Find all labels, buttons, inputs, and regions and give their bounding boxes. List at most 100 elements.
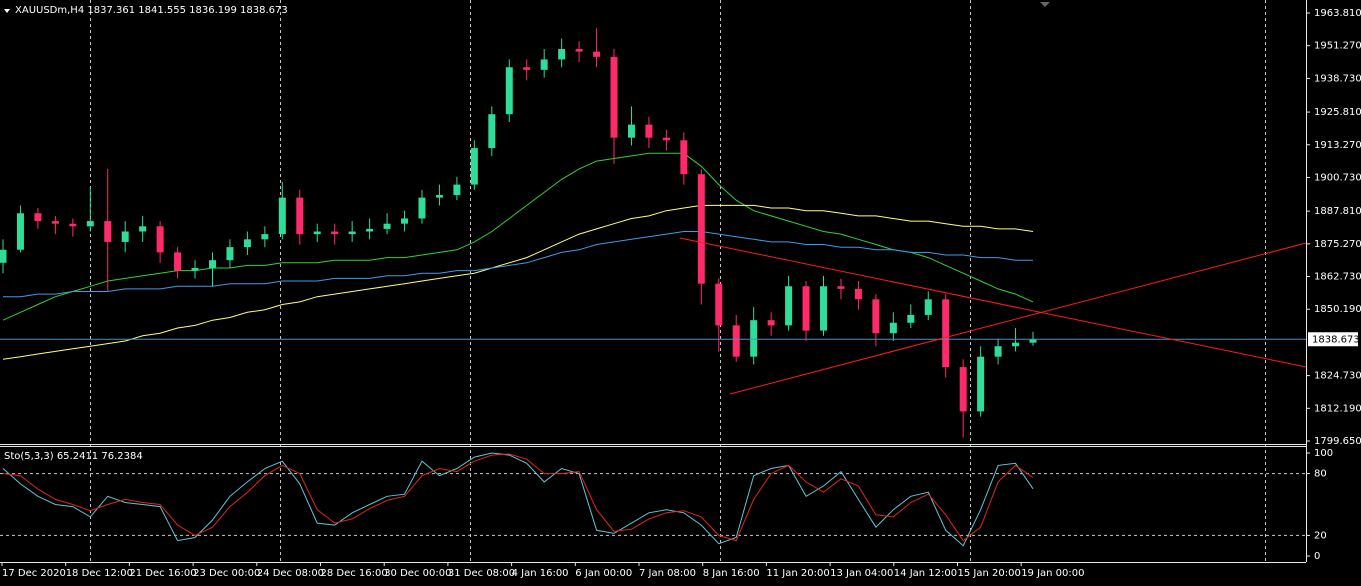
candle-body xyxy=(121,231,129,242)
candle-body xyxy=(802,286,810,331)
candle-body xyxy=(34,213,42,222)
x-tick-label: 7 Jan 08:00 xyxy=(639,568,696,579)
candle-body xyxy=(977,356,985,412)
candle-body xyxy=(156,226,164,253)
x-tick-label: 6 Jan 00:00 xyxy=(575,568,632,579)
shift-marker xyxy=(1040,2,1050,7)
candle-body xyxy=(104,221,112,242)
menu-arrow[interactable] xyxy=(4,9,10,13)
candle-body xyxy=(139,226,147,232)
x-tick-label: 8 Jan 16:00 xyxy=(703,568,760,579)
candle-body xyxy=(383,223,391,229)
price-panel xyxy=(0,28,1306,438)
y-tick-label: 1875.270 xyxy=(1314,239,1361,250)
current-price-box xyxy=(1308,332,1358,347)
candle-body xyxy=(994,346,1002,357)
moving-average xyxy=(2,152,1034,321)
y-tick-label: 100 xyxy=(1314,448,1333,459)
candle-body xyxy=(645,124,653,138)
candle-body xyxy=(750,320,758,357)
candle-body xyxy=(610,56,618,138)
candle-body xyxy=(872,299,880,334)
candle-body xyxy=(697,174,705,284)
candle-body xyxy=(453,184,461,196)
candle-body xyxy=(785,286,793,326)
candle-body xyxy=(924,299,932,315)
candle-body xyxy=(261,234,269,240)
candle-body xyxy=(593,51,601,57)
axes: 1963.810 1951.270 1938.730 1925.810 1913.270… xyxy=(1,8,1361,579)
x-tick-label: 31 Dec 08:00 xyxy=(448,568,515,579)
vertical-grid xyxy=(90,0,1266,562)
candle-body xyxy=(313,231,321,235)
candle-body xyxy=(662,137,670,141)
candle-body xyxy=(0,249,7,263)
y-tick-label: 20 xyxy=(1314,530,1327,541)
candle-body xyxy=(366,228,374,232)
candle-body xyxy=(820,286,828,331)
candle-body xyxy=(680,140,688,175)
trendline xyxy=(679,237,1307,368)
moving-average xyxy=(2,204,1034,360)
candle-body xyxy=(470,148,478,185)
candle-body xyxy=(174,252,182,271)
frame xyxy=(0,0,1307,563)
y-tick-label: 1913.270 xyxy=(1314,140,1361,151)
x-tick-label: 15 Jan 20:00 xyxy=(958,568,1021,579)
candle-body xyxy=(278,197,286,235)
candle-body xyxy=(575,49,583,52)
candle-body xyxy=(942,299,950,368)
current-price-label: 1838.673 xyxy=(1312,334,1360,345)
x-tick-label: 11 Jan 20:00 xyxy=(766,568,829,579)
candle-body xyxy=(627,124,635,138)
y-tick-label: 1900.730 xyxy=(1314,172,1361,183)
x-tick-label: 14 Jan 12:00 xyxy=(894,568,957,579)
candle-body xyxy=(401,218,409,224)
candle-body xyxy=(435,195,443,198)
x-tick-label: 30 Dec 00:00 xyxy=(384,568,451,579)
x-tick-label: 18 Dec 12:00 xyxy=(66,568,133,579)
candle-body xyxy=(348,231,356,235)
candle-body xyxy=(732,325,740,357)
stochastic-panel xyxy=(0,452,1306,547)
chart-title: XAUUSDm,H4 1837.361 1841.555 1836.199 18… xyxy=(15,5,288,16)
candle-body xyxy=(16,213,24,250)
candle-body xyxy=(854,288,862,300)
candle-body xyxy=(243,239,251,248)
candle-body xyxy=(715,283,723,326)
x-tick-label: 17 Dec 2020 xyxy=(2,568,66,579)
y-tick-label: 1951.270 xyxy=(1314,41,1361,52)
y-tick-label: 1925.810 xyxy=(1314,107,1361,118)
trendlines xyxy=(679,237,1307,395)
candle-body xyxy=(523,67,531,70)
candle-body xyxy=(1029,339,1037,343)
trendline xyxy=(729,242,1307,395)
x-tick-label: 19 Jan 00:00 xyxy=(1021,568,1084,579)
x-tick-label: 28 Dec 16:00 xyxy=(321,568,388,579)
candle-body xyxy=(226,247,234,261)
y-tick-label: 1887.810 xyxy=(1314,206,1361,217)
candle-body xyxy=(558,49,566,60)
candle-body xyxy=(86,221,94,227)
x-tick-label: 13 Jan 04:00 xyxy=(830,568,893,579)
candle-body xyxy=(889,322,897,334)
candle-body xyxy=(418,197,426,219)
indicator-title: Sto(5,3,3) 65.2411 76.2384 xyxy=(4,451,143,462)
moving-average xyxy=(3,231,1033,298)
x-tick-label: 4 Jan 16:00 xyxy=(512,568,569,579)
y-tick-label: 0 xyxy=(1314,551,1320,562)
candle-body xyxy=(208,260,216,269)
x-tick-label: 21 Dec 16:00 xyxy=(129,568,196,579)
candle-body xyxy=(488,114,496,149)
y-tick-label: 1799.650 xyxy=(1314,436,1361,447)
x-tick-label: 24 Dec 08:00 xyxy=(257,568,324,579)
candle-body xyxy=(767,320,775,326)
y-tick-label: 1938.730 xyxy=(1314,73,1361,84)
y-tick-label: 80 xyxy=(1314,469,1327,480)
candle-body xyxy=(837,286,845,289)
x-tick-label: 23 Dec 00:00 xyxy=(193,568,260,579)
candle-body xyxy=(959,367,967,412)
y-tick-label: 1850.190 xyxy=(1314,304,1361,315)
candle-body xyxy=(1012,342,1020,347)
